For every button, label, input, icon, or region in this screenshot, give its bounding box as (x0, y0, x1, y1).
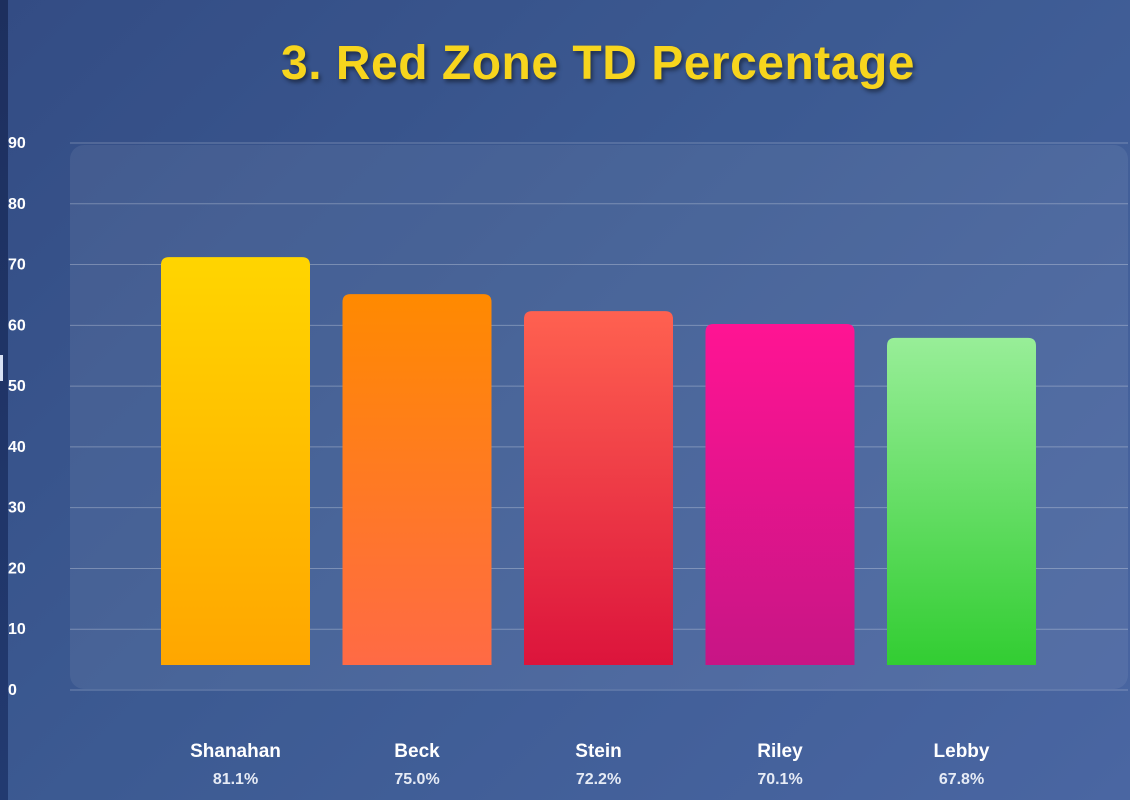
value-label: 67.8% (938, 771, 985, 788)
y-tick-label: 70 (8, 257, 26, 274)
value-label: 81.1% (212, 771, 259, 788)
bar-shanahan (161, 257, 310, 665)
y-tick-label: 50 (8, 378, 26, 395)
y-axis-ticks: 0 10 20 30 40 50 60 70 80 90 (8, 135, 26, 699)
chart-title: 3. Red Zone TD Percentage (281, 37, 915, 90)
y-tick-label: 10 (8, 621, 26, 638)
bar-beck (342, 294, 492, 665)
y-tick-label: 20 (8, 560, 26, 577)
category-label: Lebby (933, 741, 990, 762)
y-tick-label: 80 (8, 196, 26, 213)
value-label: 70.1% (757, 771, 803, 788)
y-tick-label: 30 (8, 500, 26, 517)
bars (161, 257, 1036, 665)
value-label: 75.0% (394, 771, 440, 788)
category-label: Riley (757, 741, 803, 762)
y-tick-label: 40 (8, 439, 26, 456)
y-tick-label: 90 (8, 135, 26, 152)
left-edge-handle (0, 355, 3, 381)
category-label: Beck (394, 741, 440, 762)
category-label: Shanahan (190, 741, 281, 762)
category-label: Stein (575, 741, 622, 762)
bar-riley (705, 323, 855, 665)
bar-stein (524, 311, 673, 665)
left-edge-strip (0, 0, 8, 800)
y-tick-label: 0 (8, 682, 17, 699)
y-tick-label: 60 (8, 317, 26, 334)
value-label: 72.2% (575, 771, 622, 788)
bar-lebby (887, 337, 1036, 665)
